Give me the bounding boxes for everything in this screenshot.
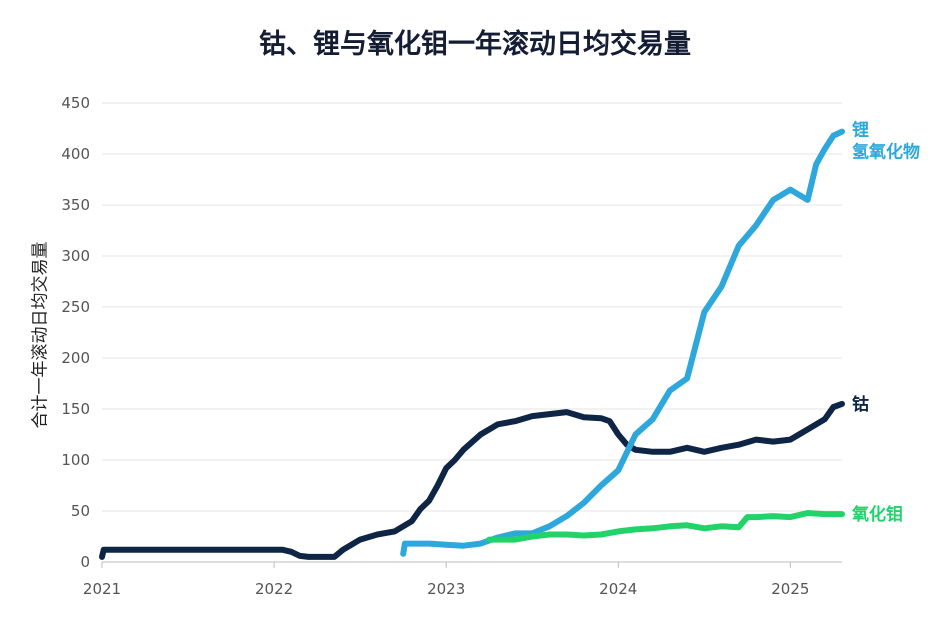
- x-tick-label: 2024: [599, 580, 637, 598]
- y-tick-label: 450: [61, 94, 90, 112]
- x-tick-label: 2025: [771, 580, 809, 598]
- series-lines: [99, 128, 845, 560]
- series-label: 氢氧化物: [852, 142, 920, 163]
- series-label: 氧化钼: [851, 504, 903, 525]
- y-tick-label: 300: [61, 247, 90, 265]
- series-line-2: [486, 510, 845, 543]
- y-tick-label: 150: [61, 400, 90, 418]
- y-tick-label: 250: [61, 298, 90, 316]
- y-tick-label: 50: [71, 502, 90, 520]
- y-tick-label: 100: [61, 451, 90, 469]
- series-line-0: [99, 400, 845, 560]
- x-tick-label: 2021: [83, 580, 121, 598]
- x-tick-label: 2022: [255, 580, 293, 598]
- series-line-1: [400, 128, 845, 557]
- series-label: 钴: [852, 394, 869, 415]
- y-axis-ticks: 0 50 100 150 200 250 300 350 400 450: [61, 94, 90, 571]
- y-tick-label: 350: [61, 196, 90, 214]
- y-tick-label: 200: [61, 349, 90, 367]
- chart-title: 钴、锂与氧化钼一年滚动日均交易量: [259, 29, 691, 60]
- gridlines: [102, 102, 842, 563]
- series-label: 锂: [852, 120, 869, 141]
- x-axis-ticks: 2021 2022 2023 2024 2025: [83, 562, 809, 598]
- y-tick-label: 400: [61, 145, 90, 163]
- x-tick-label: 2023: [427, 580, 465, 598]
- y-tick-label: 0: [80, 553, 90, 571]
